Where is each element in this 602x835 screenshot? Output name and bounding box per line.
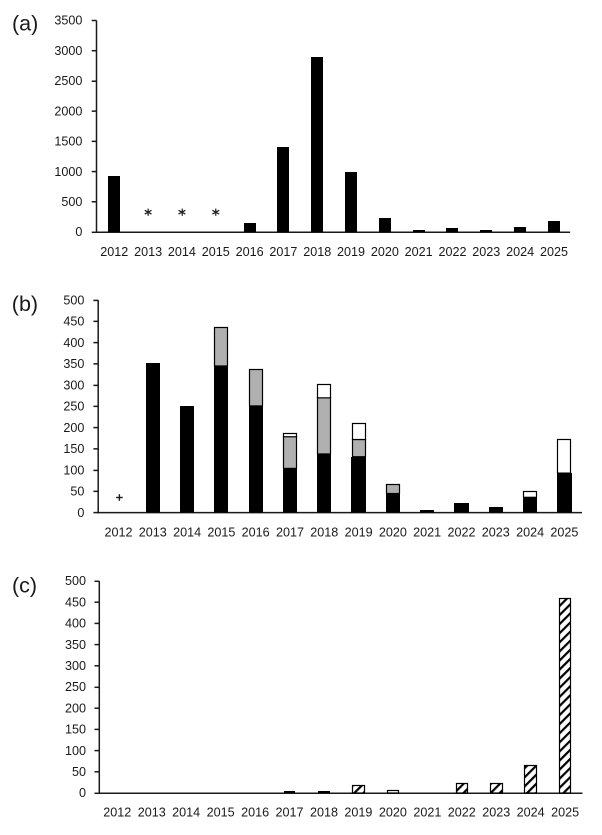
svg-text:2021: 2021 — [405, 245, 433, 259]
svg-text:100: 100 — [63, 463, 84, 477]
svg-text:350: 350 — [65, 638, 86, 652]
svg-text:200: 200 — [65, 701, 86, 715]
svg-text:150: 150 — [63, 442, 84, 456]
svg-text:2014: 2014 — [168, 245, 196, 259]
svg-text:2023: 2023 — [482, 525, 510, 539]
svg-text:0: 0 — [75, 225, 82, 239]
svg-text:1500: 1500 — [54, 135, 82, 149]
svg-text:2022: 2022 — [438, 245, 466, 259]
svg-text:50: 50 — [70, 485, 84, 499]
svg-text:2023: 2023 — [482, 806, 510, 820]
svg-text:2017: 2017 — [276, 806, 304, 820]
svg-text:2015: 2015 — [202, 245, 230, 259]
svg-text:2016: 2016 — [241, 806, 269, 820]
svg-text:2012: 2012 — [103, 806, 131, 820]
svg-text:300: 300 — [65, 659, 86, 673]
svg-text:2014: 2014 — [172, 806, 200, 820]
svg-text:2023: 2023 — [472, 245, 500, 259]
svg-text:2018: 2018 — [310, 806, 338, 820]
svg-text:2022: 2022 — [447, 525, 475, 539]
svg-text:2024: 2024 — [516, 525, 544, 539]
svg-text:2015: 2015 — [207, 525, 235, 539]
svg-text:50: 50 — [72, 765, 86, 779]
svg-text:2014: 2014 — [173, 525, 201, 539]
svg-text:2017: 2017 — [276, 525, 304, 539]
svg-text:3500: 3500 — [54, 14, 82, 28]
svg-text:2500: 2500 — [54, 74, 82, 88]
svg-text:2016: 2016 — [242, 525, 270, 539]
svg-text:1000: 1000 — [54, 165, 82, 179]
svg-text:2013: 2013 — [138, 806, 166, 820]
svg-text:400: 400 — [65, 617, 86, 631]
svg-text:350: 350 — [63, 357, 84, 371]
svg-text:0: 0 — [77, 506, 84, 520]
svg-text:200: 200 — [63, 421, 84, 435]
svg-text:(a): (a) — [12, 12, 38, 36]
svg-text:2018: 2018 — [310, 525, 338, 539]
svg-text:2017: 2017 — [269, 245, 297, 259]
svg-text:250: 250 — [63, 400, 84, 414]
svg-text:2020: 2020 — [371, 245, 399, 259]
svg-text:2022: 2022 — [448, 806, 476, 820]
svg-text:2019: 2019 — [337, 245, 365, 259]
svg-text:250: 250 — [65, 680, 86, 694]
svg-text:2021: 2021 — [413, 806, 441, 820]
svg-text:2012: 2012 — [100, 245, 128, 259]
svg-text:2019: 2019 — [345, 525, 373, 539]
svg-text:450: 450 — [63, 315, 84, 329]
svg-text:(c): (c) — [12, 573, 37, 597]
svg-text:(b): (b) — [12, 292, 38, 316]
svg-text:100: 100 — [65, 744, 86, 758]
svg-text:2012: 2012 — [104, 525, 132, 539]
svg-text:2000: 2000 — [54, 104, 82, 118]
svg-text:300: 300 — [63, 378, 84, 392]
svg-text:3000: 3000 — [54, 44, 82, 58]
svg-text:2025: 2025 — [550, 525, 578, 539]
svg-text:2021: 2021 — [413, 525, 441, 539]
svg-text:0: 0 — [79, 786, 86, 800]
svg-text:150: 150 — [65, 723, 86, 737]
svg-text:2018: 2018 — [303, 245, 331, 259]
svg-text:450: 450 — [65, 595, 86, 609]
svg-text:500: 500 — [63, 293, 84, 307]
svg-text:2013: 2013 — [139, 525, 167, 539]
svg-text:2015: 2015 — [207, 806, 235, 820]
svg-text:500: 500 — [65, 574, 86, 588]
svg-text:400: 400 — [63, 336, 84, 350]
svg-text:2025: 2025 — [551, 806, 579, 820]
svg-text:2013: 2013 — [134, 245, 162, 259]
svg-text:500: 500 — [61, 195, 82, 209]
svg-text:2024: 2024 — [506, 245, 534, 259]
svg-text:2020: 2020 — [379, 806, 407, 820]
svg-text:2016: 2016 — [236, 245, 264, 259]
svg-text:2025: 2025 — [540, 245, 568, 259]
svg-text:2019: 2019 — [344, 806, 372, 820]
svg-text:2024: 2024 — [517, 806, 545, 820]
svg-text:2020: 2020 — [379, 525, 407, 539]
